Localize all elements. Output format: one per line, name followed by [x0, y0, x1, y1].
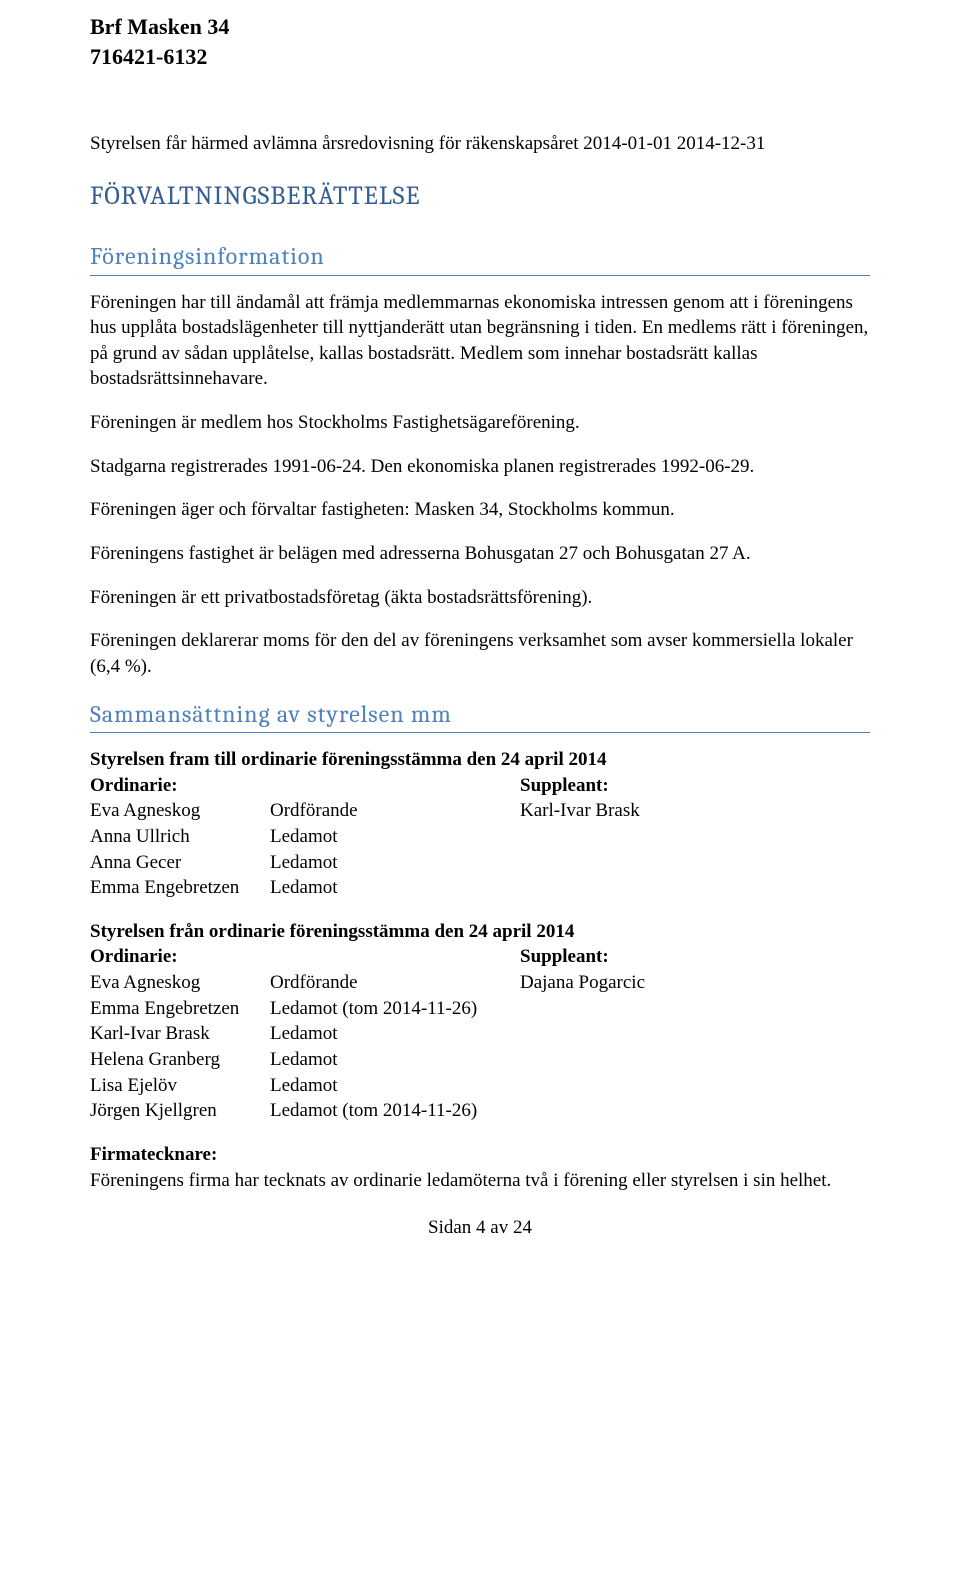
board1-table: Ordinarie: Suppleant: Eva Agneskog Ordfö… — [90, 773, 870, 901]
section1-p2: Föreningen är medlem hos Stockholms Fast… — [90, 410, 870, 436]
section1-p5: Föreningens fastighet är belägen med adr… — [90, 541, 870, 567]
board2-label-suppleant: Suppleant: — [520, 944, 870, 970]
section2-heading: Sammansättning av styrelsen mm — [90, 698, 870, 733]
firma-text: Föreningens firma har tecknats av ordina… — [90, 1168, 870, 1194]
board2-label-ordinarie: Ordinarie: — [90, 944, 270, 970]
table-cell: Eva Agneskog — [90, 970, 270, 996]
org-name: Brf Masken 34 — [90, 12, 870, 42]
section1-p7: Föreningen deklarerar moms för den del a… — [90, 628, 870, 679]
table-cell — [520, 850, 870, 876]
table-cell: Ledamot — [270, 875, 520, 901]
table-cell: Ordförande — [270, 798, 520, 824]
table-cell — [520, 1047, 870, 1073]
page-footer: Sidan 4 av 24 — [90, 1215, 870, 1241]
board1-label-suppleant: Suppleant: — [520, 773, 870, 799]
table-cell: Lisa Ejelöv — [90, 1073, 270, 1099]
table-cell: Helena Granberg — [90, 1047, 270, 1073]
table-cell — [520, 1021, 870, 1047]
table-cell: Ordförande — [270, 970, 520, 996]
table-cell — [520, 1073, 870, 1099]
table-cell: Ledamot — [270, 1021, 520, 1047]
section1-p3: Stadgarna registrerades 1991-06-24. Den … — [90, 454, 870, 480]
table-cell: Karl-Ivar Brask — [520, 798, 870, 824]
table-cell: Karl-Ivar Brask — [90, 1021, 270, 1047]
table-cell: Anna Gecer — [90, 850, 270, 876]
table-cell — [270, 944, 520, 970]
table-cell — [520, 996, 870, 1022]
board2-table: Ordinarie: Suppleant: Eva Agneskog Ordfö… — [90, 944, 870, 1123]
table-cell: Dajana Pogarcic — [520, 970, 870, 996]
table-cell — [270, 773, 520, 799]
board1-title: Styrelsen fram till ordinarie föreningss… — [90, 747, 870, 773]
org-number: 716421-6132 — [90, 42, 870, 72]
table-cell: Ledamot — [270, 1073, 520, 1099]
intro-text: Styrelsen får härmed avlämna årsredovisn… — [90, 131, 870, 157]
table-cell: Ledamot (tom 2014-11-26) — [270, 1098, 520, 1124]
table-cell — [520, 1098, 870, 1124]
table-cell: Jörgen Kjellgren — [90, 1098, 270, 1124]
table-cell: Anna Ullrich — [90, 824, 270, 850]
section1-p6: Föreningen är ett privatbostadsföretag (… — [90, 585, 870, 611]
section1-p1: Föreningen har till ändamål att främja m… — [90, 290, 870, 393]
main-heading: FÖRVALTNINGSBERÄTTELSE — [90, 179, 870, 214]
board2-title: Styrelsen från ordinarie föreningsstämma… — [90, 919, 870, 945]
table-cell — [520, 875, 870, 901]
board1-label-ordinarie: Ordinarie: — [90, 773, 270, 799]
table-cell: Ledamot — [270, 1047, 520, 1073]
table-cell: Ledamot — [270, 850, 520, 876]
table-cell: Emma Engebretzen — [90, 996, 270, 1022]
table-cell — [520, 824, 870, 850]
table-cell: Ledamot (tom 2014-11-26) — [270, 996, 520, 1022]
section1-heading: Föreningsinformation — [90, 240, 870, 275]
table-cell: Ledamot — [270, 824, 520, 850]
table-cell: Emma Engebretzen — [90, 875, 270, 901]
section1-p4: Föreningen äger och förvaltar fastighete… — [90, 497, 870, 523]
table-cell: Eva Agneskog — [90, 798, 270, 824]
firma-heading: Firmatecknare: — [90, 1142, 870, 1168]
